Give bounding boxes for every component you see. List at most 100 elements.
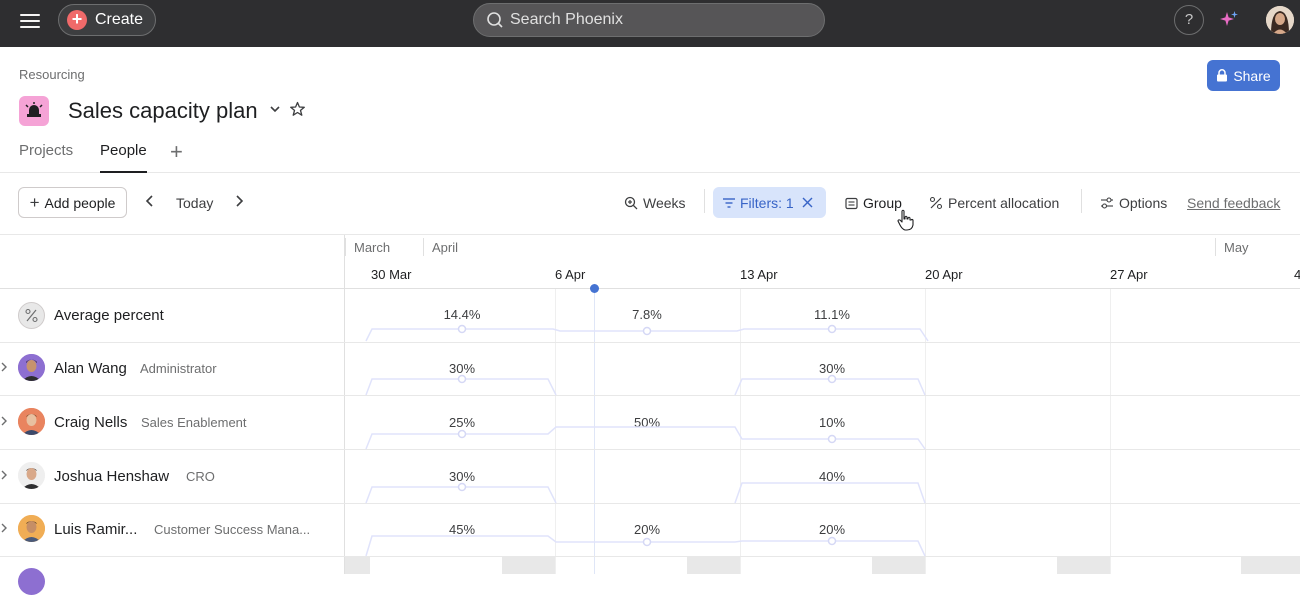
options-label: Options <box>1119 195 1168 211</box>
person-row[interactable]: Craig Nells Sales Enablement 25% 50% 10% <box>0 396 1300 450</box>
share-button[interactable]: Share <box>1207 60 1280 91</box>
filters-label: Filters: 1 <box>740 194 794 211</box>
week-label: 4 <box>1294 267 1300 282</box>
weekend-shade <box>1241 556 1300 574</box>
row-role: CRO <box>186 469 215 484</box>
row-role: Customer Success Mana... <box>154 522 311 537</box>
weekend-shade <box>502 556 555 574</box>
tab-bar: Projects People + <box>0 139 1300 173</box>
options-button[interactable]: Options <box>1100 195 1167 211</box>
month-tick <box>423 238 424 256</box>
chevron-right-icon[interactable] <box>0 415 8 427</box>
allocation-line <box>365 426 926 450</box>
add-people-button[interactable]: + Add people <box>18 187 127 218</box>
percent-value: 7.8% <box>632 307 662 322</box>
person-row[interactable]: Joshua Henshaw CRO 30% 40% <box>0 450 1300 504</box>
tab-people[interactable]: People <box>100 142 147 173</box>
options-icon <box>1101 197 1113 209</box>
avatar <box>18 408 45 435</box>
row-name[interactable]: Alan Wang <box>54 360 127 377</box>
send-feedback-link[interactable]: Send feedback <box>1187 195 1281 211</box>
breadcrumb[interactable]: Resourcing <box>19 67 85 82</box>
star-icon[interactable] <box>289 101 306 118</box>
chevron-down-icon[interactable] <box>268 104 282 114</box>
chevron-right-icon[interactable] <box>0 469 8 481</box>
percent-allocation-label: Percent allocation <box>948 195 1060 211</box>
avatar <box>18 462 45 489</box>
week-label: 30 Mar <box>371 267 412 282</box>
chevron-left-icon[interactable] <box>144 194 156 208</box>
divider <box>704 189 705 213</box>
percent-value: 40% <box>818 469 846 484</box>
week-label: 27 Apr <box>1110 267 1148 282</box>
percent-value: 30% <box>448 469 476 484</box>
group-button[interactable]: Group <box>845 195 902 211</box>
percent-value: 20% <box>818 522 846 537</box>
search-input[interactable]: Search Phoenix <box>473 3 825 37</box>
chevron-right-icon[interactable] <box>233 194 245 208</box>
week-gridline <box>740 289 741 574</box>
week-gridline <box>1110 289 1111 574</box>
share-label: Share <box>1233 67 1271 84</box>
timeline-grid: March April May 30 Mar 6 Apr 13 Apr 20 A… <box>0 235 1300 595</box>
allocation-line <box>365 374 926 396</box>
week-label: 20 Apr <box>925 267 963 282</box>
weeks-label: Weeks <box>643 195 686 211</box>
avatar <box>18 515 45 542</box>
lock-icon <box>1217 69 1228 82</box>
row-name: Average percent <box>54 307 164 324</box>
ai-sparkle-icon[interactable] <box>1218 9 1240 31</box>
top-bar: + Create Search Phoenix ? <box>0 0 1300 47</box>
add-tab-button[interactable]: + <box>170 139 183 164</box>
plus-icon: + <box>67 10 87 30</box>
close-icon[interactable] <box>802 197 813 208</box>
user-avatar[interactable] <box>1266 6 1294 34</box>
percent-value: 10% <box>818 415 846 430</box>
week-gridline <box>925 289 926 574</box>
hand-cursor-icon <box>897 209 914 231</box>
plus-icon: + <box>29 192 40 212</box>
avatar <box>18 568 45 595</box>
chevron-right-icon[interactable] <box>0 361 8 373</box>
weekend-shade <box>1057 556 1110 574</box>
add-people-label: Add people <box>44 194 116 211</box>
percent-value: 20% <box>633 522 661 537</box>
month-tick <box>345 238 346 256</box>
percent-allocation-button[interactable]: Percent allocation <box>929 195 1059 211</box>
column-divider <box>344 235 345 574</box>
divider <box>1081 189 1082 213</box>
percent-value: 11.1% <box>814 307 850 322</box>
create-button[interactable]: + Create <box>58 4 156 36</box>
month-label: May <box>1224 240 1249 255</box>
weeks-zoom-button[interactable]: Weeks <box>624 195 686 211</box>
help-button[interactable]: ? <box>1174 5 1204 35</box>
allocation-line <box>365 535 926 557</box>
month-label: March <box>354 240 391 255</box>
today-button[interactable]: Today <box>176 195 214 211</box>
avatar <box>18 354 45 381</box>
allocation-line <box>365 482 926 504</box>
row-name[interactable]: Luis Ramir... <box>54 521 138 538</box>
percent-value: 25% <box>448 415 476 430</box>
allocation-line <box>365 324 929 342</box>
page-title: Sales capacity plan <box>68 98 258 123</box>
weekend-shade <box>345 556 370 574</box>
average-row: Average percent 14.4% 7.8% 11.1% <box>0 289 1300 343</box>
today-line <box>594 292 595 574</box>
today-marker <box>590 284 599 293</box>
filter-icon <box>723 197 735 208</box>
tab-projects[interactable]: Projects <box>19 142 74 159</box>
percent-icon <box>929 196 943 210</box>
menu-icon[interactable] <box>20 11 40 29</box>
row-name[interactable]: Craig Nells <box>54 414 128 431</box>
percent-value: 45% <box>448 522 476 537</box>
row-name[interactable]: Joshua Henshaw <box>54 468 170 485</box>
search-placeholder: Search Phoenix <box>510 11 623 28</box>
percent-value: 14.4% <box>443 307 481 322</box>
weekend-shade <box>687 556 740 574</box>
filters-button[interactable]: Filters: 1 <box>713 187 826 218</box>
person-row[interactable]: Luis Ramir... Customer Success Mana... 4… <box>0 503 1300 557</box>
header-divider <box>0 288 1300 289</box>
person-row[interactable]: Alan Wang Administrator 30% 30% <box>0 342 1300 396</box>
chevron-right-icon[interactable] <box>0 522 8 534</box>
